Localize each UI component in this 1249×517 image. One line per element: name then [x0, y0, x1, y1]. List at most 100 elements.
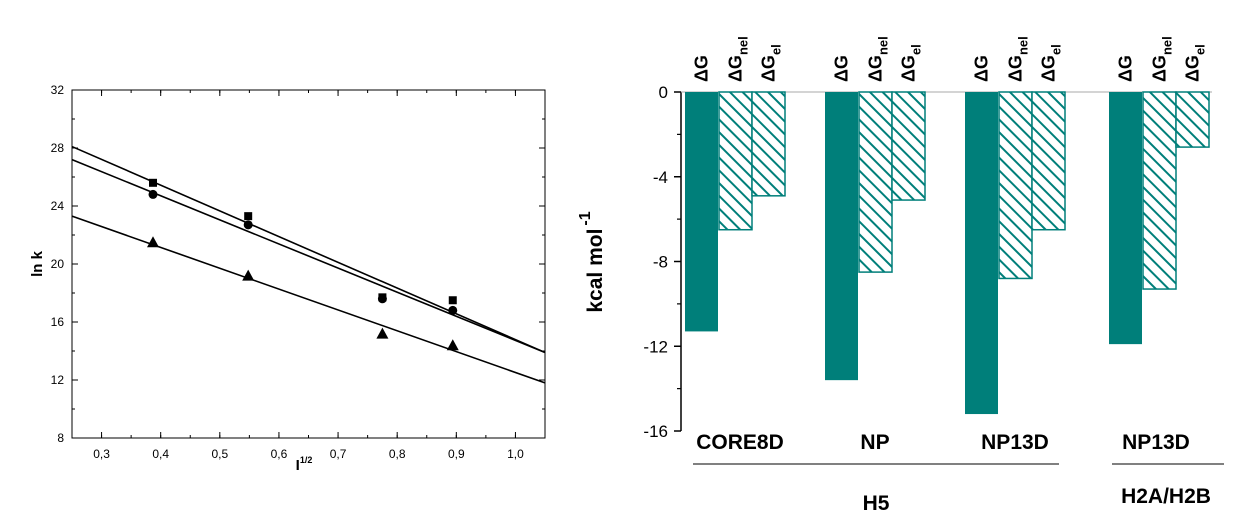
scatter-y-tick-label: 16: [51, 315, 65, 329]
scatter-y-tick-label: 20: [51, 257, 65, 271]
bar-super-group-labels: H5 H2A/H2B: [693, 463, 1224, 515]
series-label-base: ΔG: [1039, 55, 1059, 82]
series-label-base: ΔG: [726, 55, 746, 82]
group-label: CORE8D: [696, 431, 784, 454]
fit-line-square: [71, 145, 546, 354]
scatter-x-tick-label: 0,5: [211, 447, 228, 461]
series-label-base: ΔG: [1006, 55, 1026, 82]
series-label-base: ΔG: [692, 55, 712, 82]
bar-delta-g: [825, 92, 858, 381]
scatter-x-tick-label: 0,8: [389, 447, 406, 461]
scatter-y-tick-label: 32: [51, 83, 65, 97]
bar-y-tick-label: 0: [659, 83, 668, 102]
series-label: ΔG: [1116, 55, 1136, 82]
scatter-x-axis-label: I1/2: [296, 455, 313, 474]
data-point-triangle: [147, 236, 160, 248]
series-label-sub: el: [1193, 44, 1208, 55]
series-label-base: ΔG: [866, 55, 886, 82]
series-label-base: ΔG: [759, 55, 779, 82]
scatter-x-tick-label: 0,9: [448, 447, 465, 461]
scatter-y-tick-label: 28: [51, 141, 65, 155]
group-label: NP: [860, 431, 889, 454]
bar-delta-g-nel: [858, 91, 893, 273]
data-point-circle: [243, 220, 253, 230]
series-label: ΔGel: [1183, 44, 1208, 82]
bar-delta-g-nel: [998, 91, 1033, 280]
series-label: ΔG: [972, 55, 992, 82]
scatter-plot-frame: [71, 89, 546, 439]
scatter-y-tick-label: 24: [51, 199, 65, 213]
series-label: ΔGnel: [726, 36, 751, 82]
series-label-base: ΔG: [899, 55, 919, 82]
bar-y-axis-label-sup: -1: [577, 211, 594, 225]
scatter-points: [147, 178, 459, 351]
data-point-triangle: [376, 327, 389, 339]
data-point-triangle: [242, 269, 255, 281]
data-point-circle: [148, 189, 158, 199]
bar-delta-g: [965, 92, 998, 415]
bar-delta-g: [685, 92, 718, 332]
bar-delta-g-nel: [718, 91, 753, 231]
bar-y-tick-label: -8: [653, 253, 668, 272]
data-point-square: [448, 296, 457, 305]
series-label: ΔGnel: [1006, 36, 1031, 82]
scatter-chart: 0,3 0,4 0,5 0,6 0,7 0,8 0,9 1,0 8 12 16 20 24 28 32 ln…: [29, 83, 546, 474]
data-point-triangle: [446, 339, 459, 351]
bar-y-axis-label: kcal mol -1: [577, 211, 607, 312]
scatter-x-tick-label: 0,7: [330, 447, 347, 461]
fit-line-triangle: [71, 215, 546, 384]
bar-chart-bars: [685, 91, 1210, 415]
series-label: ΔGnel: [866, 36, 891, 82]
bar-delta-g-el: [751, 91, 786, 197]
scatter-x-axis-label-sup: 1/2: [300, 455, 313, 465]
series-label: ΔGel: [759, 44, 784, 82]
data-point-square: [244, 212, 253, 221]
bar-y-tick-label: -12: [643, 337, 668, 356]
series-label: ΔG: [692, 55, 712, 82]
scatter-x-tick-label: 1,0: [507, 447, 524, 461]
series-label-sub: el: [769, 44, 784, 55]
bar-group-labels: CORE8D NP NP13D NP13D: [696, 431, 1190, 454]
series-label-base: ΔG: [1116, 55, 1136, 82]
scatter-fit-lines: [71, 145, 546, 384]
data-point-circle: [448, 305, 458, 315]
group-label: NP13D: [1122, 431, 1190, 454]
series-label-base: ΔG: [1150, 55, 1170, 82]
scatter-x-tick-label: 0,6: [271, 447, 288, 461]
data-point-circle: [377, 294, 387, 304]
scatter-x-tick-label: 0,4: [152, 447, 169, 461]
scatter-ticks: 0,3 0,4 0,5 0,6 0,7 0,8 0,9 1,0 8 12 16 20 24 28 32: [51, 83, 546, 461]
series-label: ΔGel: [1039, 44, 1064, 82]
scatter-x-tick-label: 0,3: [93, 447, 110, 461]
scatter-y-axis-label: ln k: [29, 250, 46, 276]
scatter-y-tick-label: 12: [51, 373, 65, 387]
bar-delta-g-el: [1175, 91, 1210, 148]
series-label-sub: nel: [1160, 36, 1175, 55]
group-label: NP13D: [981, 431, 1049, 454]
series-label: ΔGel: [899, 44, 924, 82]
series-label-sub: nel: [876, 36, 891, 55]
bar-delta-g: [1109, 92, 1142, 345]
data-point-square: [149, 178, 158, 187]
bar-delta-g-el: [891, 91, 926, 201]
series-label-sub: nel: [1016, 36, 1031, 55]
bar-y-tick-label: -4: [653, 168, 668, 187]
bar-y-tick-label: -16: [643, 422, 668, 441]
bar-y-axis-label-main: kcal mol: [584, 229, 607, 313]
fit-line-circle: [71, 158, 546, 354]
bar-delta-g-nel: [1142, 91, 1177, 290]
series-label-sub: el: [909, 44, 924, 55]
scatter-x-axis-label-main: I: [296, 457, 300, 474]
series-label-sub: el: [1049, 44, 1064, 55]
super-group-label: H2A/H2B: [1121, 485, 1211, 508]
super-group-label: H5: [863, 492, 890, 515]
series-label-base: ΔG: [832, 55, 852, 82]
series-label-base: ΔG: [1183, 55, 1203, 82]
scatter-y-tick-label: 8: [57, 431, 64, 445]
series-label-base: ΔG: [972, 55, 992, 82]
bar-delta-g-el: [1031, 91, 1066, 231]
bar-chart-ticks: 0 -4 -8 -12 -16: [643, 83, 681, 441]
